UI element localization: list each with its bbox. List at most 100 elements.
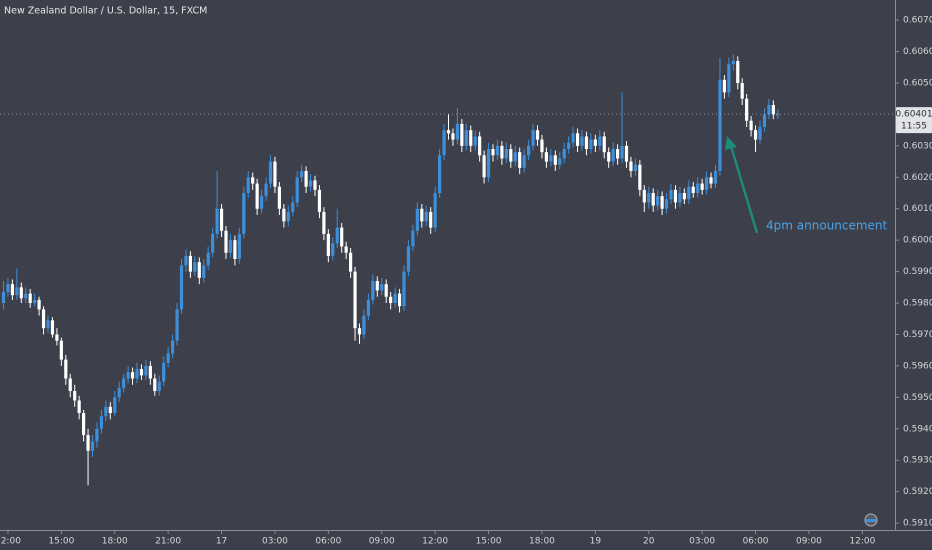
candle-body [589, 139, 593, 150]
candle-body [282, 208, 286, 222]
candle-body [629, 161, 633, 172]
candle-body [90, 441, 95, 451]
candle-body [438, 155, 442, 194]
candle-body [202, 265, 206, 278]
annotation: 4pm announcement [766, 219, 888, 233]
candle-body [535, 130, 540, 140]
candle-body [669, 189, 673, 200]
candle-body [584, 136, 589, 150]
candle-body [687, 186, 691, 200]
candle-body [175, 309, 179, 341]
candle-body [513, 152, 517, 162]
candle-body [291, 202, 295, 212]
candle-body [82, 413, 86, 436]
candle-body [157, 381, 161, 392]
candle-body [647, 193, 651, 203]
x-tick-label: 09:00 [369, 537, 395, 547]
candle-body [353, 271, 357, 329]
candle-body [357, 328, 362, 335]
candle-body [651, 193, 655, 206]
candle-body [602, 136, 606, 153]
candle-body [108, 406, 112, 414]
candle-body [77, 400, 81, 414]
candle-body [664, 199, 669, 209]
last-price-label: 0.60401 [895, 110, 932, 120]
scale-icon-bar [866, 519, 876, 522]
candle-body [500, 145, 504, 159]
x-tick-label: 18:00 [529, 537, 555, 547]
candle-body [68, 378, 72, 392]
candle-body [228, 240, 233, 253]
candle-body [28, 293, 32, 304]
candle-body [567, 142, 571, 150]
candle-body [135, 369, 139, 379]
candle-body [255, 183, 259, 209]
candle-body [277, 186, 281, 209]
candle-body [6, 284, 10, 293]
candle-body [469, 130, 473, 146]
candle-body [745, 98, 749, 121]
candle-body [424, 211, 428, 222]
candle-body [130, 372, 135, 379]
x-tick-label: 03:00 [262, 537, 288, 547]
candle-body [771, 104, 775, 115]
candle-body [455, 123, 459, 140]
x-tick-label: 06:00 [743, 537, 769, 547]
candle-body [41, 309, 46, 329]
candle-body [139, 369, 144, 376]
candle-body [237, 233, 241, 260]
candle-body [522, 155, 526, 168]
x-tick-label: 15:00 [48, 537, 74, 547]
candle-body [59, 340, 63, 360]
candle-body [73, 391, 77, 401]
candle-body [362, 315, 366, 335]
candle-body [33, 299, 37, 304]
candle-body [406, 246, 411, 272]
candle-body [673, 189, 678, 203]
candle-body [486, 149, 491, 178]
candle-body [344, 246, 348, 253]
candle-body [722, 79, 726, 93]
candle-body [242, 193, 246, 234]
candle-body [251, 177, 255, 184]
candle-body [24, 293, 28, 299]
candle-body [415, 208, 419, 231]
candle-body [460, 123, 464, 146]
candle-body [571, 133, 575, 143]
candle-body [446, 130, 451, 134]
candle-body [638, 164, 642, 190]
candle-body [37, 299, 41, 310]
candle-body [304, 171, 308, 187]
candle-body [624, 145, 629, 162]
candle-body [553, 155, 557, 165]
candle-body [375, 281, 379, 291]
candle-body [656, 196, 660, 206]
x-tick-label: 12:00 [0, 537, 21, 547]
candle-body [50, 320, 55, 335]
candle-body [286, 211, 290, 222]
candle-body [349, 252, 353, 272]
candle-body [753, 130, 758, 140]
candle-body [206, 252, 210, 266]
candle-body [696, 183, 700, 194]
candle-body [219, 208, 224, 231]
candle-body [397, 293, 402, 307]
candle-body [46, 320, 50, 329]
candle-body [264, 183, 268, 197]
candle-body [322, 211, 326, 234]
candle-body [749, 120, 753, 131]
candle-body [740, 82, 744, 99]
x-tick-label: 19 [590, 537, 602, 547]
candle-body [117, 387, 121, 398]
candle-body [660, 196, 664, 209]
candle-body [518, 152, 522, 168]
candle-body [758, 126, 762, 140]
